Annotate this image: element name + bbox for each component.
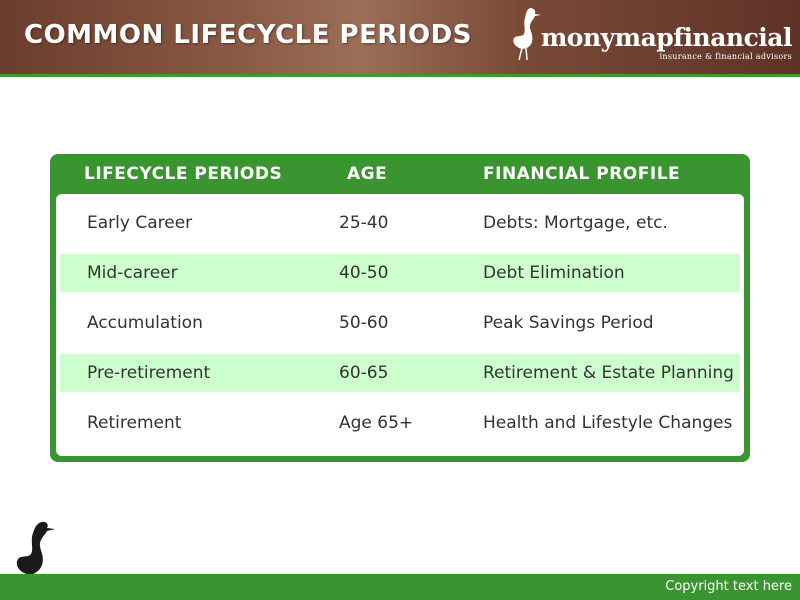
header-divider xyxy=(0,74,800,77)
table-row: Retirement Age 65+ Health and Lifestyle … xyxy=(60,404,740,442)
brand-logo: monymapfinancial insurance & financial a… xyxy=(540,23,793,62)
table-row: Mid-career 40-50 Debt Elimination xyxy=(60,254,740,292)
period-cell: Accumulation xyxy=(87,313,203,333)
period-cell: Retirement xyxy=(87,413,182,433)
copyright-text: Copyright text here xyxy=(665,579,792,594)
footer-bar: Copyright text here xyxy=(0,574,800,600)
brand-name: monymapfinancial xyxy=(540,23,793,52)
table-header: LIFECYCLE PERIODS AGE FINANCIAL PROFILE xyxy=(50,154,750,194)
age-cell: 25-40 xyxy=(339,213,389,233)
table-row: Accumulation 50-60 Peak Savings Period xyxy=(60,304,740,342)
column-header: AGE xyxy=(347,164,388,184)
column-header: FINANCIAL PROFILE xyxy=(483,164,681,184)
age-cell: 50-60 xyxy=(339,313,389,333)
period-cell: Mid-career xyxy=(87,263,178,283)
period-cell: Pre-retirement xyxy=(87,363,211,383)
profile-cell: Debts: Mortgage, etc. xyxy=(483,213,668,233)
profile-cell: Health and Lifestyle Changes xyxy=(483,413,733,433)
profile-cell: Debt Elimination xyxy=(483,263,625,283)
column-header: LIFECYCLE PERIODS xyxy=(84,164,283,184)
age-cell: 60-65 xyxy=(339,363,389,383)
table-row: Early Career 25-40 Debts: Mortgage, etc. xyxy=(60,204,740,242)
period-cell: Early Career xyxy=(87,213,193,233)
brand-tagline: insurance & financial advisors xyxy=(659,52,792,61)
slide-title: COMMON LIFECYCLE PERIODS xyxy=(24,20,472,50)
age-cell: 40-50 xyxy=(339,263,389,283)
header-banner: COMMON LIFECYCLE PERIODS monymapfinancia… xyxy=(0,0,800,74)
age-cell: Age 65+ xyxy=(339,413,414,433)
table-row: Pre-retirement 60-65 Retirement & Estate… xyxy=(60,354,740,392)
profile-cell: Peak Savings Period xyxy=(483,313,654,333)
heron-icon xyxy=(513,8,541,61)
lifecycle-table: LIFECYCLE PERIODS AGE FINANCIAL PROFILE … xyxy=(50,154,750,462)
profile-cell: Retirement & Estate Planning xyxy=(483,363,734,383)
table-body: Early Career 25-40 Debts: Mortgage, etc.… xyxy=(56,194,744,456)
